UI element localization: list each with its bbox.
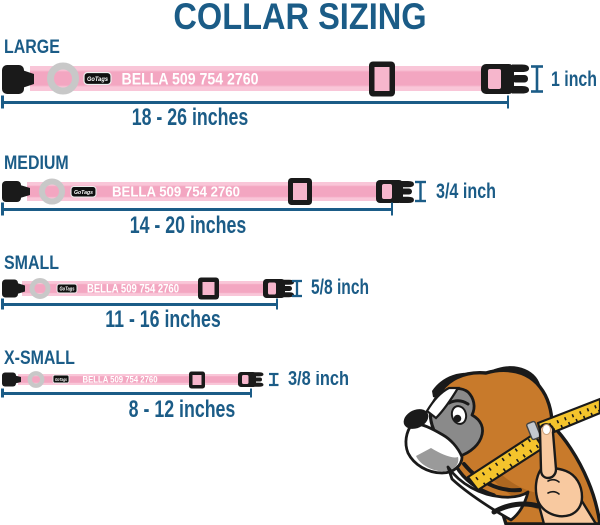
- male-buckle-icon: [481, 64, 529, 94]
- page-title: COLLAR SIZING: [173, 0, 427, 37]
- range-label-large: 18 - 26 inches: [131, 104, 249, 131]
- d-ring-icon: [39, 178, 65, 205]
- range-label-xsmall: 8 - 12 inches: [128, 396, 236, 423]
- male-buckle-icon: [238, 372, 264, 387]
- brand-tag: GoTags: [52, 374, 70, 384]
- male-buckle-icon: [376, 180, 414, 203]
- size-label-large: LARGE: [4, 37, 60, 58]
- brand-tag: GoTags: [83, 71, 112, 86]
- fingernail-icon: [542, 424, 551, 435]
- female-buckle-icon: [2, 372, 21, 387]
- dog-brow: [447, 399, 470, 406]
- svg-text:GoTags: GoTags: [87, 76, 108, 83]
- length-line-large: [1, 101, 509, 104]
- female-buckle-icon: [2, 181, 30, 202]
- personalized-name-text: BELLA 509 754 2760: [122, 70, 259, 89]
- length-line-medium: [1, 208, 393, 211]
- d-ring-icon: [47, 62, 79, 95]
- svg-text:GoTags: GoTags: [55, 377, 67, 382]
- size-label-medium: MEDIUM: [4, 153, 69, 174]
- dog-nose-icon: [403, 409, 429, 429]
- tri-glide-slider-icon: [189, 371, 205, 389]
- width-marker-icon: [415, 180, 426, 203]
- width-label-small: 5/8 inch: [311, 277, 369, 299]
- tape-clip-icon: [526, 420, 541, 441]
- collar-large: GoTags BELLA 509 754 2760 1 inch: [2, 61, 597, 97]
- dog-measuring-illustration: [403, 366, 600, 525]
- length-line-small: [1, 303, 278, 306]
- d-ring-icon: [29, 278, 51, 299]
- d-ring-icon: [27, 371, 45, 388]
- dog-blaze: [425, 386, 460, 420]
- male-buckle-icon: [263, 279, 294, 298]
- svg-text:GoTags: GoTags: [60, 286, 75, 292]
- dog-pupil: [453, 414, 462, 423]
- brand-tag: GoTags: [70, 185, 97, 198]
- tri-glide-slider-icon: [369, 61, 395, 97]
- width-label-large: 1 inch: [551, 68, 597, 91]
- collar-medium: GoTags BELLA 509 754 2760 3/4 inch: [2, 178, 496, 205]
- brand-tag: GoTags: [56, 283, 78, 294]
- svg-text:GoTags: GoTags: [74, 190, 94, 196]
- hand-icon: [534, 423, 598, 525]
- width-marker-icon: [531, 65, 543, 93]
- size-label-small: SMALL: [4, 253, 59, 274]
- personalized-name-text: BELLA 509 754 2760: [112, 185, 240, 201]
- tri-glide-slider-icon: [288, 178, 312, 205]
- female-buckle-icon: [2, 279, 25, 298]
- range-label-small: 11 - 16 inches: [105, 306, 221, 333]
- strap: [18, 374, 241, 385]
- range-label-medium: 14 - 20 inches: [129, 212, 247, 239]
- length-line-xsmall: [1, 392, 252, 395]
- width-marker-icon: [269, 372, 279, 387]
- width-marker-icon: [292, 279, 302, 298]
- collar-xsmall: GoTags BELLA 509 754 2760 3/8 inch: [2, 371, 349, 390]
- dog-back-line: [491, 501, 541, 515]
- personalized-name-text: BELLA 509 754 2760: [87, 284, 179, 296]
- width-label-xsmall: 3/8 inch: [288, 371, 349, 390]
- female-buckle-icon: [2, 65, 34, 94]
- size-label-xsmall: X-SMALL: [4, 348, 75, 369]
- tri-glide-slider-icon: [198, 277, 219, 300]
- dog-neck-shading: [494, 471, 548, 513]
- collar-small: GoTags BELLA 509 754 2760 5/8 inch: [2, 277, 369, 300]
- width-label-medium: 3/4 inch: [436, 180, 496, 203]
- personalized-name-text: BELLA 509 754 2760: [83, 375, 158, 385]
